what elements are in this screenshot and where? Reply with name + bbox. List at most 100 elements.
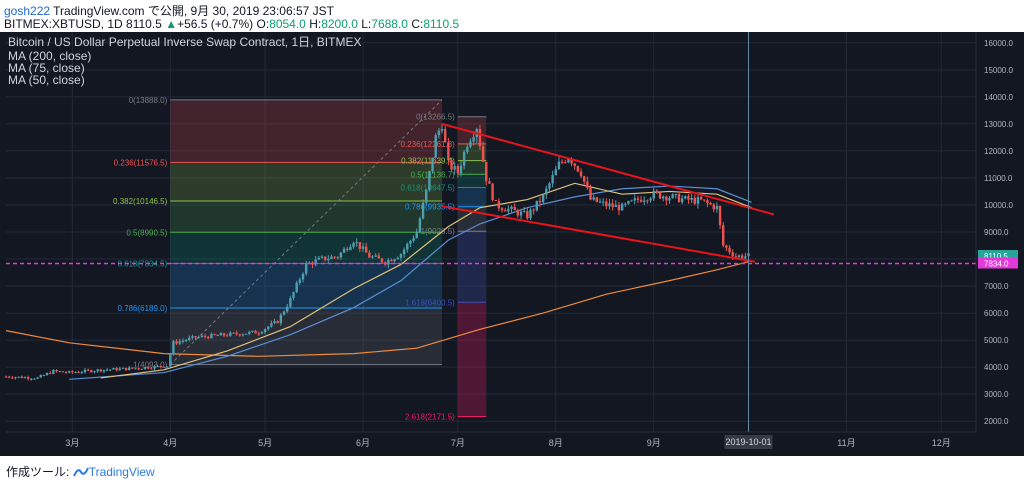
legend-ma200[interactable]: MA (200, close) [8, 49, 91, 63]
candle-body [636, 198, 640, 200]
price-tick-label: 7000.0 [984, 282, 1009, 291]
candle-body [646, 200, 649, 202]
made-with: 作成ツール: TradingView [6, 463, 155, 480]
price-tick-label: 11000.0 [984, 174, 1013, 183]
price-tick-label: 5000.0 [984, 336, 1009, 345]
high-label: H: [309, 17, 322, 31]
candle-body [115, 368, 118, 371]
fib-level-label: 0(13266.5) [416, 113, 455, 122]
ma50-line [100, 182, 752, 379]
candle-body [740, 255, 744, 259]
candle-body [140, 368, 144, 370]
fib-level-label: 1(9028.5) [421, 227, 456, 236]
candle-body [693, 197, 696, 204]
candle-body [17, 376, 20, 378]
candle-body [349, 246, 352, 251]
candle-body [150, 368, 153, 370]
candle-body [301, 273, 305, 280]
brand-link[interactable]: TradingView [88, 465, 155, 479]
fib-zone [457, 302, 487, 417]
candle-body [428, 171, 431, 190]
candle-body [162, 366, 166, 368]
candle-body [541, 194, 545, 203]
fib-zone [170, 201, 443, 233]
price-tick-label: 4000.0 [984, 363, 1009, 372]
candle-body [109, 369, 112, 371]
candle-body [706, 200, 709, 203]
candle-body [703, 199, 706, 201]
candle-body [671, 194, 674, 199]
fib-level-label: 0.236(11576.5) [114, 158, 168, 167]
low-label: L: [361, 17, 372, 31]
candle-body [213, 334, 216, 336]
author-link[interactable]: gosh222 [4, 4, 51, 18]
ma75-line [69, 185, 752, 380]
candle-body [677, 194, 681, 203]
candle-body [131, 367, 134, 369]
fib-level-label: 0.786(6189.0) [117, 304, 167, 313]
time-tick-label: 6月 [356, 438, 370, 448]
high-value: 8200.0 [321, 17, 358, 31]
candle-body [273, 320, 276, 324]
fib-zone [457, 231, 487, 303]
candle-body [396, 257, 399, 260]
fib-zone [170, 99, 443, 163]
fib-level-label: 1.618(6400.5) [405, 298, 455, 307]
price-tick-label: 12000.0 [984, 147, 1013, 156]
candle-body [74, 372, 77, 374]
candle-body [532, 209, 535, 211]
candle-body [443, 128, 447, 143]
candle-body [652, 190, 655, 199]
candle-body [576, 165, 580, 172]
change-value: +56.5 (+0.7%) [177, 17, 254, 31]
candle-body [380, 258, 384, 263]
symbol-info: BITMEX:XBTUSD, 1D 8110.5 ▲+56.5 (+0.7%) … [4, 17, 459, 31]
candle-body [314, 259, 317, 265]
candle-body [608, 203, 611, 207]
trendlines[interactable] [6, 32, 976, 432]
legend-ma50[interactable]: MA (50, close) [8, 73, 85, 87]
candle-body [494, 200, 497, 202]
candle-body [86, 369, 90, 371]
candle-body [232, 332, 235, 334]
candle-body [583, 176, 586, 182]
candle-body [225, 335, 229, 337]
candle-body [655, 190, 659, 193]
time-tick-label: 3月 [65, 438, 79, 448]
candle-body [14, 377, 17, 379]
fib-level-label: 0.382(10146.5) [113, 197, 168, 206]
price-axis[interactable]: 16000.0 15000.0 14000.0 13000.0 12000.0 11000… [975, 32, 1018, 432]
candle-body [96, 369, 99, 372]
candle-body [434, 135, 437, 158]
candle-body [112, 368, 115, 370]
candle-body [52, 369, 55, 374]
candle-body [23, 377, 27, 379]
candle-body [557, 161, 561, 170]
candle-body [734, 256, 738, 258]
candle-body [592, 197, 595, 200]
candle-body [248, 331, 251, 334]
time-axis[interactable]: 3月4月5月6月7月8月9月10月11月12月2019-10-01 [6, 431, 976, 449]
candle-body [611, 203, 614, 207]
candle-body [538, 200, 542, 203]
candle-body [61, 371, 65, 373]
candle-body [295, 282, 298, 293]
candle-body [121, 367, 125, 369]
candle-body [491, 183, 494, 201]
candle-body [36, 377, 39, 379]
price-tick-label: 10000.0 [984, 201, 1013, 210]
candle-body [567, 158, 570, 163]
price-chart[interactable]: 0(13888.0) 0.236(11576.5) 0.382(10146.5) 0.… [0, 32, 1024, 456]
candle-body [244, 333, 248, 335]
trendline [441, 122, 775, 216]
candle-body [260, 332, 264, 334]
candle-body [169, 354, 172, 367]
price-label-badge [978, 257, 1018, 269]
candle-body [598, 201, 602, 203]
candle-body [415, 232, 418, 239]
candle-body [535, 200, 539, 211]
candle-body [311, 262, 314, 265]
legend-ma75[interactable]: MA (75, close) [8, 61, 85, 75]
price-label-text: 7834.0 [984, 260, 1009, 269]
candle-body [172, 341, 175, 355]
